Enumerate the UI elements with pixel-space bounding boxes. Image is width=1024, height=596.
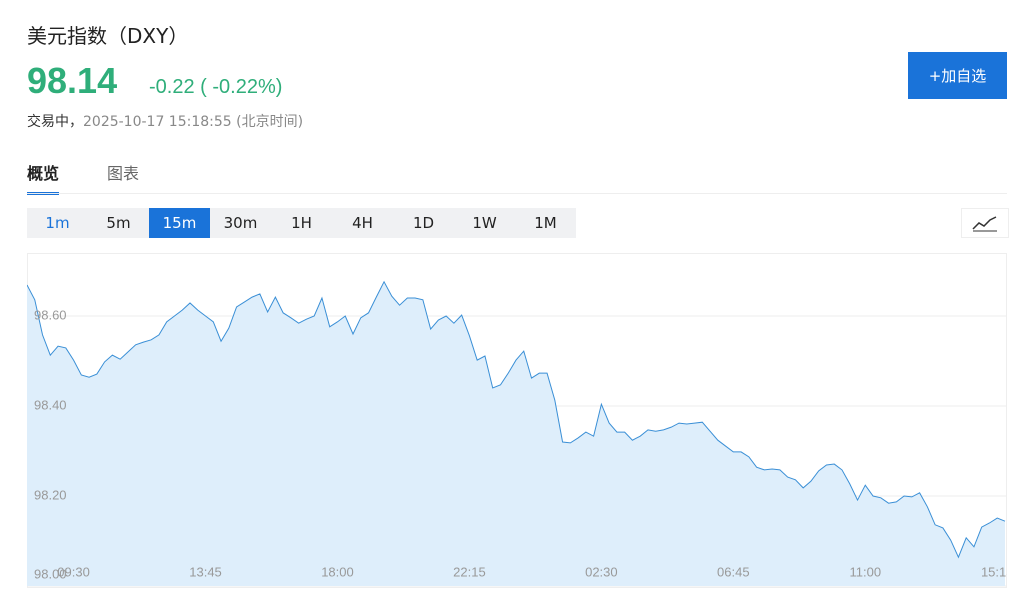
timestamp: 2025-10-17 15:18:55 (北京时间) — [83, 114, 304, 130]
timeframe-button[interactable]: 1H — [291, 214, 312, 232]
x-tick-label: 11:00 — [849, 564, 881, 579]
price-line — [27, 280, 1006, 559]
status: 交易中，2025-10-17 15:18:55 (北京时间) — [27, 111, 303, 131]
change-pct: ( -0.22%) — [200, 76, 283, 98]
divider — [27, 193, 1007, 194]
price: 98.14 — [27, 60, 118, 101]
timeframe-button[interactable]: 15m — [149, 208, 210, 238]
y-tick-label: 98.60 — [34, 307, 67, 322]
timeframe-button[interactable]: 1m — [45, 214, 70, 232]
x-tick-label: 06:45 — [717, 564, 750, 579]
x-tick-label: 18:00 — [321, 564, 354, 579]
area-fill — [27, 281, 1005, 586]
change-value: -0.22 — [149, 76, 195, 98]
tab[interactable]: 图表 — [107, 164, 140, 183]
trading-status: 交易中， — [27, 114, 83, 130]
y-tick-label: 98.00 — [34, 566, 67, 581]
x-tick-label: 22:15 — [453, 564, 486, 579]
timeframe-button[interactable]: 5m — [106, 214, 131, 232]
x-tick-label: 09:30 — [57, 564, 90, 579]
timeframe-button[interactable]: 1M — [534, 214, 557, 232]
x-tick-label: 13:45 — [189, 564, 222, 579]
timeframe-button[interactable]: 30m — [223, 214, 258, 232]
x-tick-label: 15:15 — [981, 564, 1014, 579]
add-watchlist-button[interactable]: +加自选 — [908, 52, 1007, 99]
y-tick-label: 98.40 — [34, 397, 67, 412]
title: 美元指数（DXY） — [27, 24, 189, 48]
change: -0.22 ( -0.22%) — [149, 76, 282, 99]
x-tick-label: 02:30 — [585, 564, 618, 579]
timeframe-button[interactable]: 1W — [472, 214, 497, 232]
timeframe-bar: 1m 5m 15m 30m 1H 4H 1D 1W 1M — [27, 208, 576, 238]
timeframe-button[interactable]: 4H — [352, 214, 373, 232]
chart-style-button[interactable] — [961, 208, 1009, 238]
timeframe-button[interactable]: 1D — [412, 214, 435, 232]
y-tick-label: 98.20 — [34, 487, 67, 502]
